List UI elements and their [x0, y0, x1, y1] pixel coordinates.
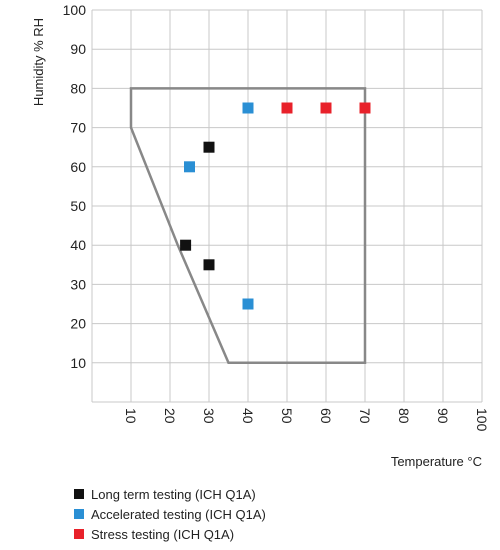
- y-tick-label: 80: [70, 80, 86, 96]
- legend-swatch: [74, 529, 84, 539]
- y-tick-label: 10: [70, 355, 86, 371]
- grid: [91, 9, 483, 403]
- x-tick-label: 30: [201, 408, 217, 424]
- legend-swatch: [74, 509, 84, 519]
- legend-swatch: [74, 489, 84, 499]
- x-axis-label: Temperature °C: [391, 454, 482, 469]
- data-point: [320, 102, 332, 114]
- data-point: [180, 239, 192, 251]
- data-point: [203, 141, 215, 153]
- y-tick-label: 30: [70, 276, 86, 292]
- data-point: [184, 161, 195, 173]
- data-point: [203, 259, 215, 271]
- legend-label: Long term testing (ICH Q1A): [91, 487, 256, 502]
- x-tick-label: 50: [279, 408, 295, 424]
- y-tick-label: 20: [70, 316, 86, 332]
- y-tick-label: 40: [70, 237, 86, 253]
- x-tick-label: 90: [435, 408, 451, 424]
- y-tick-labels: 10 20 30 40 50 60 70 80 90 100: [63, 2, 87, 371]
- data-point: [242, 298, 254, 310]
- x-tick-label: 100: [474, 408, 490, 432]
- x-tick-label: 60: [318, 408, 334, 424]
- data-point: [359, 102, 371, 114]
- legend: Long term testing (ICH Q1A) Accelerated t…: [74, 487, 266, 542]
- data-point: [281, 102, 293, 114]
- y-tick-label: 100: [63, 2, 87, 18]
- y-axis-label: Humidity % RH: [31, 18, 46, 106]
- x-tick-label: 10: [123, 408, 139, 424]
- x-tick-label: 80: [396, 408, 412, 424]
- y-tick-label: 50: [70, 198, 86, 214]
- x-tick-label: 20: [162, 408, 178, 424]
- x-tick-label: 70: [357, 408, 373, 424]
- data-point: [242, 102, 254, 114]
- data-points: [180, 102, 371, 310]
- region-outline-group: [129, 87, 367, 365]
- y-tick-label: 90: [70, 41, 86, 57]
- x-tick-label: 40: [240, 408, 256, 424]
- legend-label: Accelerated testing (ICH Q1A): [91, 507, 266, 522]
- x-tick-labels: 10 20 30 40 50 60 70 80 90 100: [123, 408, 490, 432]
- y-tick-label: 60: [70, 159, 86, 175]
- region-outline: [129, 87, 367, 365]
- y-tick-label: 70: [70, 120, 86, 136]
- legend-label: Stress testing (ICH Q1A): [91, 527, 234, 542]
